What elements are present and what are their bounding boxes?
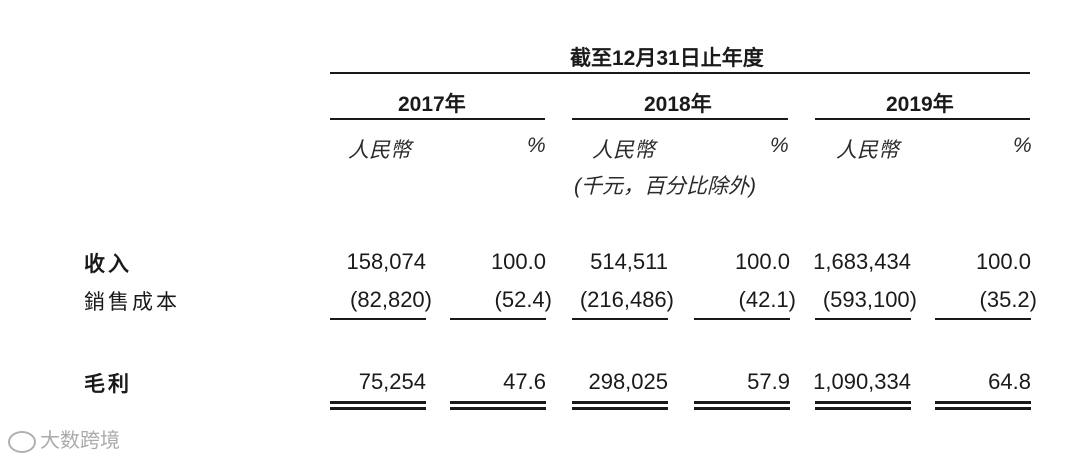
year-2019-header: 2019年	[886, 93, 954, 116]
row-label-gross-profit: 毛利	[84, 373, 132, 396]
subtotal-rule-2019-pct	[935, 318, 1031, 320]
year-2018-header: 2018年	[644, 93, 712, 116]
total-rule-2017-rmb	[330, 401, 426, 410]
currency-2017: 人民幣	[348, 139, 411, 162]
gross-2018-rmb: 298,025	[588, 369, 668, 394]
total-rule-2018-pct	[694, 401, 790, 410]
revenue-2018-pct: 100.0	[734, 249, 790, 274]
cost-2018-rmb: (216,486)	[579, 287, 674, 312]
cost-2019-rmb: (593,100)	[822, 287, 917, 312]
total-rule-2018-rmb	[572, 401, 668, 410]
subtotal-rule-2019-rmb	[815, 318, 911, 320]
watermark-logo-icon	[8, 430, 36, 453]
percent-2017: %	[527, 134, 546, 157]
cost-2018-pct: (42.1)	[738, 287, 796, 312]
cost-2019-pct: (35.2)	[979, 287, 1037, 312]
percent-2018: %	[770, 134, 789, 157]
total-rule-2019-rmb	[815, 401, 911, 410]
total-rule-2017-pct	[450, 401, 546, 410]
watermark-text: 大数跨境	[40, 430, 120, 452]
percent-2019: %	[1013, 134, 1032, 157]
revenue-2017-rmb: 158,074	[346, 249, 426, 274]
row-label-cost-of-sales: 銷售成本	[84, 291, 180, 314]
currency-2018: 人民幣	[592, 139, 655, 162]
revenue-2018-rmb: 514,511	[590, 249, 668, 274]
year-2017-header: 2017年	[398, 93, 466, 116]
cost-2017-rmb: (82,820)	[350, 287, 432, 312]
revenue-2019-pct: 100.0	[975, 249, 1031, 274]
revenue-2017-pct: 100.0	[490, 249, 546, 274]
subtotal-rule-2018-pct	[694, 318, 790, 320]
revenue-2019-rmb: 1,683,434	[813, 249, 911, 274]
gross-2018-pct: 57.9	[747, 369, 790, 394]
currency-2019: 人民幣	[836, 139, 899, 162]
row-label-revenue: 收入	[84, 253, 132, 276]
period-header: 截至12月31日止年度	[570, 47, 764, 70]
gross-2017-rmb: 75,254	[358, 369, 426, 394]
subtotal-rule-2017-pct	[450, 318, 546, 320]
gross-2019-pct: 64.8	[988, 369, 1031, 394]
year-2018-rule	[572, 118, 788, 120]
unit-note: (千元，百分比除外)	[574, 175, 756, 198]
subtotal-rule-2018-rmb	[572, 318, 668, 320]
total-rule-2019-pct	[935, 401, 1031, 410]
cost-2017-pct: (52.4)	[494, 287, 552, 312]
subtotal-rule-2017-rmb	[330, 318, 426, 320]
year-2019-rule	[815, 118, 1030, 120]
watermark: 大数跨境	[8, 424, 120, 453]
period-rule	[330, 72, 1030, 74]
gross-2017-pct: 47.6	[503, 369, 546, 394]
gross-2019-rmb: 1,090,334	[813, 369, 911, 394]
year-2017-rule	[330, 118, 545, 120]
